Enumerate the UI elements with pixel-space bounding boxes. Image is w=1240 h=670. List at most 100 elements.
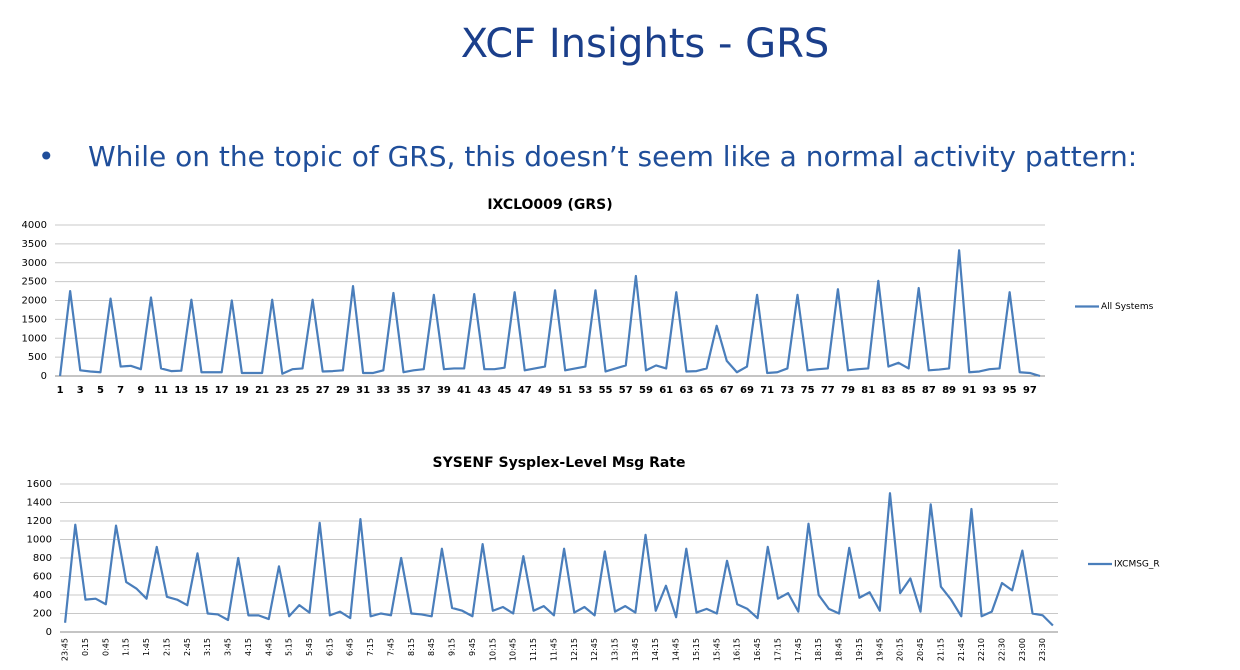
x-tick-label: 57 xyxy=(619,385,633,396)
x-tick-label: 12:45 xyxy=(590,638,599,661)
x-tick-label: 14:15 xyxy=(651,638,660,661)
x-tick-label: 16:45 xyxy=(753,638,762,661)
x-tick-label: 55 xyxy=(599,385,613,396)
x-tick-label: 8:15 xyxy=(407,638,416,656)
x-tick-label: 16:15 xyxy=(733,638,742,661)
x-tick-label: 6:15 xyxy=(325,638,334,656)
y-tick-label: 400 xyxy=(33,590,52,601)
x-tick-label: 22:10 xyxy=(977,638,986,661)
bullet-dot: • xyxy=(38,140,55,173)
x-tick-label: 13:15 xyxy=(611,638,620,661)
x-tick-label: 15:45 xyxy=(712,638,721,661)
x-tick-label: 93 xyxy=(982,385,996,396)
x-tick-label: 39 xyxy=(437,385,451,396)
x-tick-label: 25 xyxy=(296,385,310,396)
x-tick-label: 1:45 xyxy=(142,638,151,656)
y-tick-label: 1400 xyxy=(27,498,52,509)
x-tick-label: 20:45 xyxy=(916,638,925,661)
y-tick-label: 1600 xyxy=(27,479,52,490)
x-tick-label: 67 xyxy=(720,385,734,396)
x-tick-label: 9:45 xyxy=(468,638,477,656)
x-tick-label: 17:45 xyxy=(794,638,803,661)
x-tick-label: 41 xyxy=(457,385,471,396)
x-tick-label: 53 xyxy=(578,385,592,396)
x-tick-label: 5:45 xyxy=(305,638,314,656)
x-tick-label: 5:15 xyxy=(285,638,294,656)
x-tick-label: 9 xyxy=(137,385,144,396)
x-tick-label: 37 xyxy=(417,385,431,396)
x-tick-label: 13:45 xyxy=(631,638,640,661)
x-tick-label: 18:15 xyxy=(814,638,823,661)
y-tick-label: 1200 xyxy=(27,516,52,527)
legend-label: IXCMSG_R xyxy=(1114,560,1160,570)
x-tick-label: 1:15 xyxy=(122,638,131,656)
x-tick-label: 5 xyxy=(97,385,104,396)
x-tick-label: 2:15 xyxy=(162,638,171,656)
x-tick-label: 15:15 xyxy=(692,638,701,661)
x-tick-label: 21:15 xyxy=(936,638,945,661)
x-tick-label: 63 xyxy=(679,385,693,396)
x-tick-label: 11:15 xyxy=(529,638,538,661)
y-tick-label: 1000 xyxy=(27,535,52,546)
x-tick-label: 77 xyxy=(821,385,835,396)
x-tick-label: 10:15 xyxy=(488,638,497,661)
y-tick-label: 3000 xyxy=(22,258,47,269)
x-tick-label: 15 xyxy=(195,385,209,396)
chart-title: SYSENF Sysplex-Level Msg Rate xyxy=(432,455,685,471)
x-tick-label: 33 xyxy=(376,385,390,396)
x-tick-label: 81 xyxy=(861,385,875,396)
data-line xyxy=(58,249,1041,378)
bullet-text: While on the topic of GRS, this doesn’t … xyxy=(88,140,1137,173)
y-tick-label: 1500 xyxy=(22,314,47,325)
x-tick-label: 83 xyxy=(881,385,895,396)
x-tick-label: 19:15 xyxy=(855,638,864,661)
x-tick-label: 4:45 xyxy=(264,638,273,656)
x-tick-label: 12:15 xyxy=(570,638,579,661)
x-tick-label: 27 xyxy=(316,385,330,396)
x-tick-label: 11 xyxy=(154,385,168,396)
x-tick-label: 23 xyxy=(275,385,289,396)
x-tick-label: 18:45 xyxy=(835,638,844,661)
x-tick-label: 19 xyxy=(235,385,249,396)
slide-title: XCF Insights - GRS xyxy=(461,21,830,67)
x-tick-label: 3 xyxy=(77,385,84,396)
x-tick-label: 73 xyxy=(780,385,794,396)
chart-title: IXCLO009 (GRS) xyxy=(487,197,612,213)
x-tick-label: 47 xyxy=(518,385,532,396)
x-tick-label: 49 xyxy=(538,385,552,396)
x-tick-label: 7:45 xyxy=(386,638,395,656)
x-tick-label: 95 xyxy=(1003,385,1017,396)
x-tick-label: 3:15 xyxy=(203,638,212,656)
y-tick-label: 500 xyxy=(28,352,47,363)
y-tick-label: 600 xyxy=(33,572,52,583)
y-tick-label: 800 xyxy=(33,553,52,564)
x-tick-label: 87 xyxy=(922,385,936,396)
x-tick-label: 43 xyxy=(477,385,491,396)
x-tick-label: 51 xyxy=(558,385,572,396)
x-tick-label: 91 xyxy=(962,385,976,396)
x-tick-label: 14:45 xyxy=(672,638,681,661)
x-tick-label: 23:00 xyxy=(1018,638,1027,661)
x-tick-label: 75 xyxy=(801,385,815,396)
y-tick-label: 0 xyxy=(41,371,47,382)
x-tick-label: 10:45 xyxy=(509,638,518,661)
x-tick-label: 7:15 xyxy=(366,638,375,656)
x-tick-label: 13 xyxy=(174,385,188,396)
x-tick-label: 11:45 xyxy=(549,638,558,661)
x-tick-label: 59 xyxy=(639,385,653,396)
x-tick-label: 22:30 xyxy=(997,638,1006,661)
x-tick-label: 85 xyxy=(902,385,916,396)
x-tick-label: 6:45 xyxy=(346,638,355,656)
y-tick-label: 4000 xyxy=(22,220,47,231)
x-tick-label: 89 xyxy=(942,385,956,396)
x-tick-label: 4:15 xyxy=(244,638,253,656)
x-tick-label: 19:45 xyxy=(875,638,884,661)
x-tick-label: 8:45 xyxy=(427,638,436,656)
y-tick-label: 0 xyxy=(46,627,52,638)
y-tick-label: 3500 xyxy=(22,239,47,250)
x-tick-label: 69 xyxy=(740,385,754,396)
y-tick-label: 2500 xyxy=(22,277,47,288)
x-tick-label: 29 xyxy=(336,385,350,396)
